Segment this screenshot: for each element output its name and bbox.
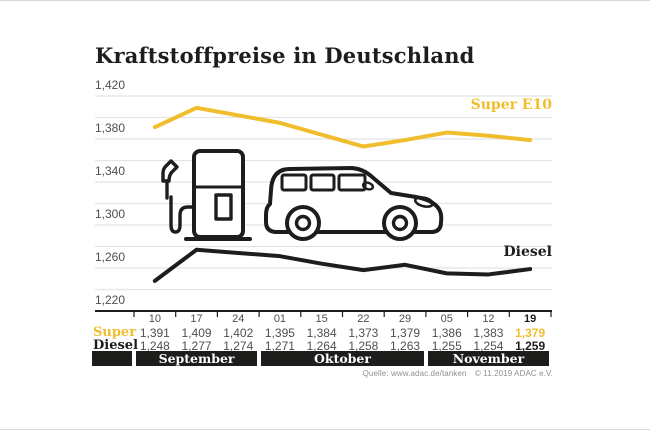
legend-super-e10: Super E10 — [470, 97, 552, 113]
diesel-value-cell: 1,271 — [264, 339, 295, 353]
super-value-cell: 1,379 — [515, 326, 546, 340]
super-value-cell: 1,409 — [181, 326, 212, 340]
source-note: Quelle: www.adac.de/tanken © 11.2019 ADA… — [363, 369, 553, 378]
y-axis-label: 1,260 — [95, 250, 126, 264]
diesel-value-cell: 1,264 — [306, 339, 337, 353]
month-bar-oktober: Oktober — [261, 351, 424, 366]
legend-diesel: Diesel — [503, 244, 552, 260]
table-row-label-super: Super — [93, 325, 137, 340]
super-value-cell: 1,402 — [223, 326, 254, 340]
diesel-value-cell: 1,259 — [515, 339, 546, 353]
diesel-value-cell: 1,255 — [431, 339, 462, 353]
super-value-cell: 1,391 — [139, 326, 170, 340]
date-cell: 17 — [190, 313, 203, 325]
date-cell: 05 — [440, 313, 453, 325]
y-axis-label: 1,420 — [95, 78, 126, 92]
diesel-value-cell: 1,263 — [390, 339, 421, 353]
diesel-value-cell: 1,248 — [139, 339, 170, 353]
series-line-super — [152, 105, 533, 149]
diesel-value-cell: 1,274 — [223, 339, 254, 353]
super-value-cell: 1,386 — [431, 326, 462, 340]
date-cell: 22 — [357, 313, 370, 325]
table-row-label-diesel: Diesel — [93, 338, 139, 353]
super-value-cell: 1,383 — [473, 326, 504, 340]
copyright-text: © 11.2019 ADAC e.V. — [474, 369, 553, 378]
diesel-value-cell: 1,258 — [348, 339, 379, 353]
month-bar-november: November — [427, 351, 549, 366]
super-value-cell: 1,373 — [348, 326, 379, 340]
date-cell: 29 — [398, 313, 412, 325]
y-axis-label: 1,300 — [95, 207, 126, 221]
super-value-cell: 1,395 — [264, 326, 295, 340]
series-line-diesel — [152, 247, 533, 283]
y-axis-label: 1,220 — [95, 293, 126, 307]
date-cell: 12 — [482, 313, 495, 325]
date-cell: 10 — [148, 313, 161, 325]
date-cell: 24 — [232, 313, 245, 325]
y-axis-label: 1,380 — [95, 121, 126, 135]
diesel-value-cell: 1,277 — [181, 339, 212, 353]
page-title: Kraftstoffpreise in Deutschland — [95, 43, 475, 68]
date-cell: 15 — [315, 313, 328, 325]
fuel-pump-icon — [161, 149, 252, 241]
y-axis-label: 1,340 — [95, 164, 126, 178]
date-cell: 19 — [524, 313, 537, 325]
car-icon — [264, 166, 444, 241]
date-cell: 01 — [273, 313, 287, 325]
chart-axis — [95, 310, 552, 317]
super-value-cell: 1,384 — [306, 326, 337, 340]
chart-series-lines — [152, 105, 533, 283]
super-value-cell: 1,379 — [390, 326, 421, 340]
month-bar-stub — [92, 351, 132, 366]
diesel-value-cell: 1,254 — [473, 339, 504, 353]
source-text: Quelle: www.adac.de/tanken — [362, 369, 467, 378]
month-bar-september: September — [136, 351, 258, 366]
